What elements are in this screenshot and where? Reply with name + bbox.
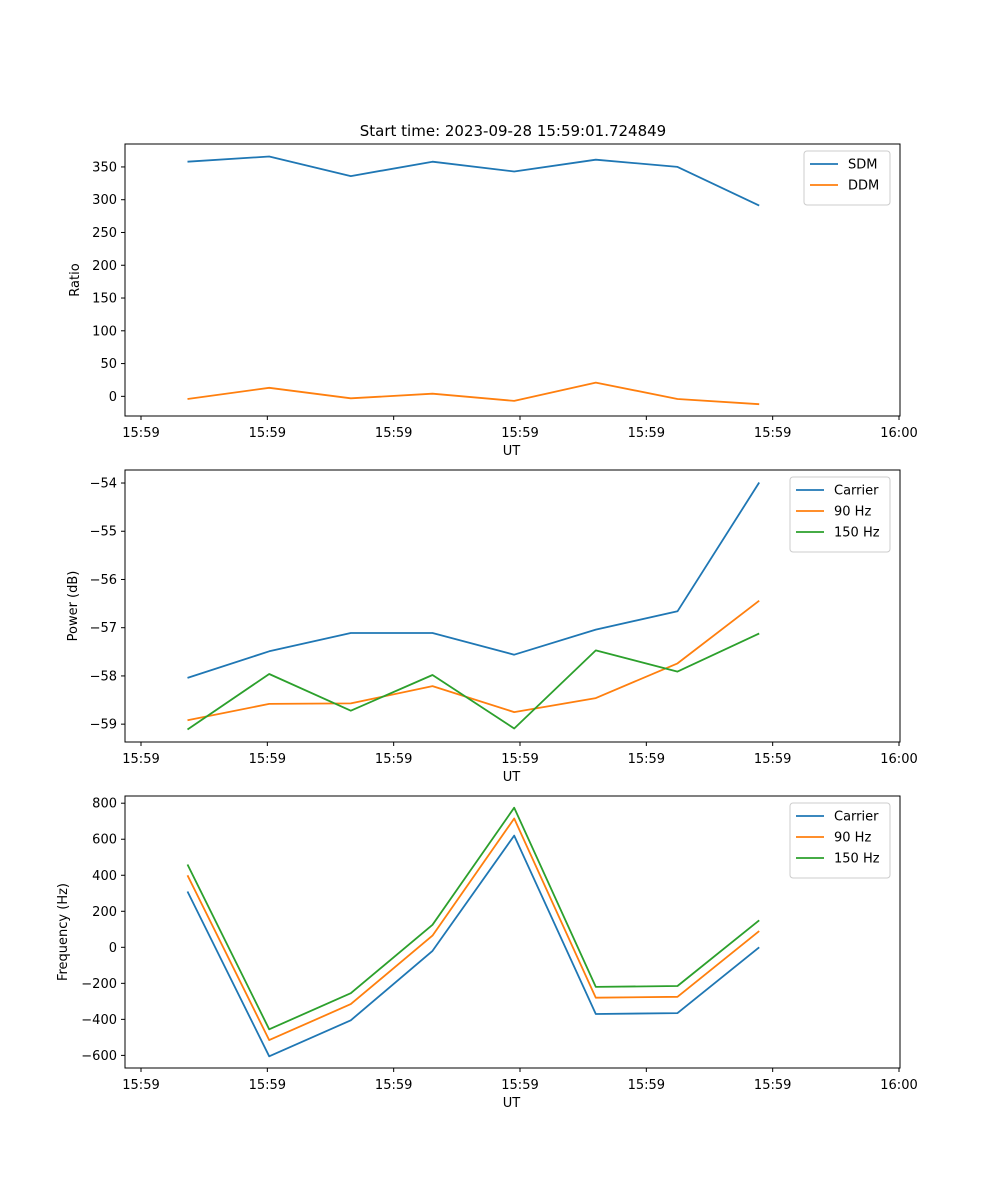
y-axis-label: Ratio bbox=[68, 263, 83, 296]
x-tick-label: 15:59 bbox=[754, 426, 791, 441]
x-tick-label: 15:59 bbox=[122, 752, 159, 767]
x-tick-label: 15:59 bbox=[249, 426, 286, 441]
x-tick-label: 15:59 bbox=[122, 1078, 159, 1093]
axes-frame bbox=[124, 469, 901, 743]
x-axis-label: UT bbox=[503, 444, 521, 459]
x-tick-label: 15:59 bbox=[375, 426, 412, 441]
y-tick-label: 200 bbox=[92, 905, 117, 920]
x-tick-label: 15:59 bbox=[754, 1078, 791, 1093]
series-line-sdm bbox=[187, 155, 760, 207]
y-tick-label: −59 bbox=[90, 718, 117, 733]
subplot-2: −59 −58 −57 −56 −55 −54 15:59 15:59 15:59 15:59 15… bbox=[66, 469, 918, 785]
subplots: 0 50 100 150 200 250 300 350 15:59 15:59 15:59 15:5… bbox=[56, 143, 918, 1111]
x-tick-label: 15:59 bbox=[501, 426, 538, 441]
y-tick-label: −400 bbox=[81, 1013, 117, 1028]
legend-frame bbox=[789, 476, 891, 553]
y-tick-label: −54 bbox=[90, 477, 117, 492]
series-line-150-hz bbox=[186, 806, 760, 1031]
y-tick-label: 400 bbox=[92, 869, 117, 884]
subplot-1: 0 50 100 150 200 250 300 350 15:59 15:59 15:59 15:5… bbox=[68, 143, 918, 459]
y-tick-label: 250 bbox=[92, 226, 117, 241]
legend-label: 150 Hz bbox=[834, 526, 880, 541]
series-line-150-hz bbox=[186, 632, 760, 731]
x-tick-label: 16:00 bbox=[880, 426, 917, 441]
y-tick-label: 350 bbox=[92, 160, 117, 175]
axes-frame bbox=[124, 795, 901, 1069]
x-tick-label: 15:59 bbox=[628, 426, 665, 441]
y-tick-label: −600 bbox=[81, 1049, 117, 1064]
legend-label: Carrier bbox=[834, 810, 879, 825]
legend-label: 90 Hz bbox=[834, 831, 871, 846]
legend: SDM DDM bbox=[803, 150, 891, 206]
legend-label: DDM bbox=[848, 179, 879, 194]
x-tick-label: 16:00 bbox=[880, 752, 917, 767]
x-tick-label: 15:59 bbox=[249, 752, 286, 767]
y-tick-label: −55 bbox=[90, 525, 117, 540]
y-tick-label: 0 bbox=[109, 390, 117, 405]
x-tick-label: 15:59 bbox=[375, 1078, 412, 1093]
legend: Carrier 90 Hz 150 Hz bbox=[789, 476, 891, 553]
y-tick-label: 0 bbox=[109, 941, 117, 956]
y-tick-label: 200 bbox=[92, 259, 117, 274]
legend-label: 90 Hz bbox=[834, 505, 871, 520]
x-tick-label: 15:59 bbox=[754, 752, 791, 767]
series-line-carrier bbox=[187, 482, 760, 679]
y-tick-label: 600 bbox=[92, 833, 117, 848]
x-tick-label: 15:59 bbox=[628, 752, 665, 767]
figure-title: Start time: 2023-09-28 15:59:01.724849 bbox=[360, 122, 666, 140]
x-tick-label: 15:59 bbox=[375, 752, 412, 767]
x-tick-label: 15:59 bbox=[249, 1078, 286, 1093]
x-axis-label: UT bbox=[503, 1096, 521, 1111]
y-tick-label: 100 bbox=[92, 324, 117, 339]
x-tick-label: 15:59 bbox=[501, 1078, 538, 1093]
axes-frame bbox=[124, 143, 901, 417]
y-tick-label: 150 bbox=[92, 292, 117, 307]
series-line-90-hz bbox=[186, 817, 760, 1041]
y-tick-label: −57 bbox=[90, 621, 117, 636]
y-tick-label: 50 bbox=[100, 357, 117, 372]
y-tick-label: −56 bbox=[90, 573, 117, 588]
x-tick-label: 15:59 bbox=[628, 1078, 665, 1093]
x-tick-label: 16:00 bbox=[880, 1078, 917, 1093]
legend-frame bbox=[789, 802, 891, 879]
y-tick-label: 800 bbox=[92, 797, 117, 812]
y-axis-label: Frequency (Hz) bbox=[56, 883, 71, 981]
legend: Carrier 90 Hz 150 Hz bbox=[789, 802, 891, 879]
x-tick-label: 15:59 bbox=[122, 426, 159, 441]
y-tick-label: 300 bbox=[92, 193, 117, 208]
legend-label: Carrier bbox=[834, 484, 879, 499]
subplot-3: −600 −400 −200 0 200 400 600 800 15:59 15:59 15:59… bbox=[56, 795, 918, 1111]
y-tick-label: −200 bbox=[81, 977, 117, 992]
series-line-90-hz bbox=[187, 599, 760, 722]
y-tick-label: −58 bbox=[90, 669, 117, 684]
series-line-carrier bbox=[186, 834, 760, 1058]
y-axis-label: Power (dB) bbox=[66, 571, 81, 642]
legend-label: 150 Hz bbox=[834, 852, 880, 867]
legend-label: SDM bbox=[848, 158, 877, 173]
series-line-ddm bbox=[187, 381, 760, 406]
x-axis-label: UT bbox=[503, 770, 521, 785]
x-tick-label: 15:59 bbox=[501, 752, 538, 767]
